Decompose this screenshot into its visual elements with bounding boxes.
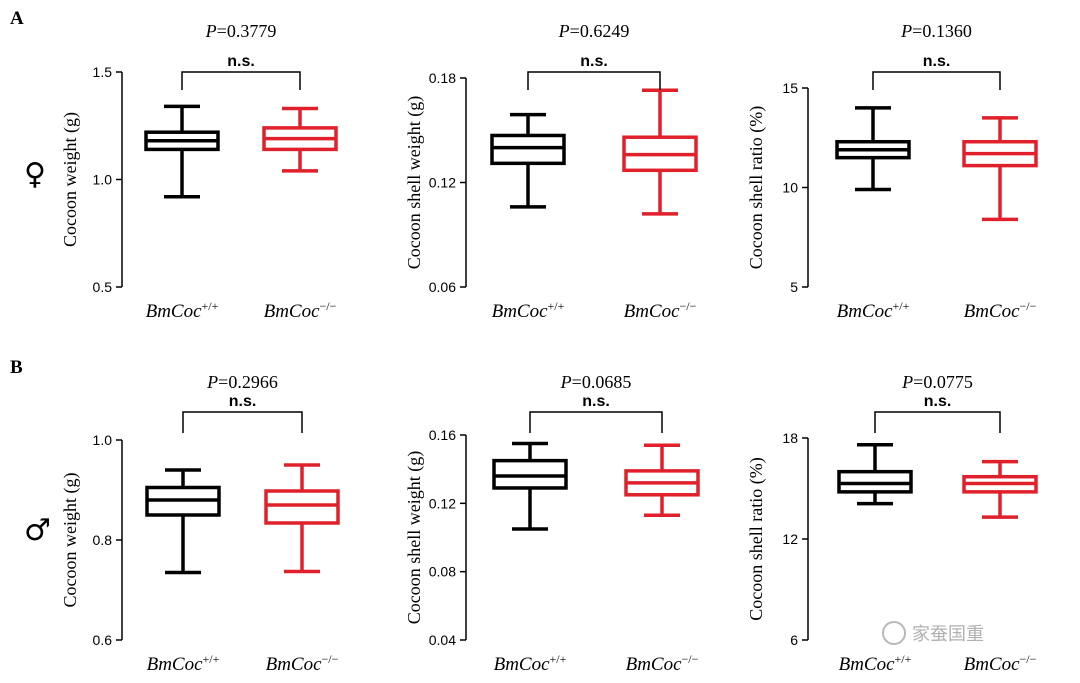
- y-tick-label: 15: [782, 80, 798, 96]
- y-axis-label: Cocoon weight (g): [60, 473, 81, 608]
- y-tick-label: 1.5: [93, 64, 113, 80]
- y-tick-label: 0.12: [429, 495, 456, 511]
- x-category-label: BmCoc+/+: [147, 652, 220, 675]
- male-symbol: ♂: [24, 513, 51, 548]
- x-category-label: BmCoc−/−: [626, 652, 699, 675]
- significance-label: n.s.: [580, 53, 608, 70]
- x-category-label: BmCoc−/−: [266, 652, 339, 675]
- box-wild-type: [145, 468, 221, 575]
- significance-label: n.s.: [923, 53, 951, 70]
- box-knockout: [262, 106, 338, 173]
- watermark: 家蚕国重: [882, 620, 984, 646]
- significance-bracket: [872, 71, 1001, 90]
- significance-bracket: [874, 411, 1001, 433]
- x-category-label: BmCoc+/+: [146, 299, 219, 322]
- significance-bracket: [529, 411, 663, 433]
- chart-3: 5 10 15 Cocoon shell ratio (%) BmCoc+/+ BmCoc…: [746, 21, 1038, 322]
- significance-label: n.s.: [229, 393, 257, 410]
- box-knockout: [622, 88, 698, 216]
- y-tick-label: 0.6: [93, 632, 113, 648]
- box-knockout: [962, 116, 1038, 222]
- box-wild-type: [144, 104, 220, 199]
- p-value: P=0.2966: [206, 372, 278, 392]
- x-category-label: BmCoc+/+: [492, 299, 565, 322]
- significance-label: n.s.: [924, 393, 952, 410]
- chart-4: 0.6 0.8 1.0 Cocoon weight (g) BmCoc+/+ BmCoc−…: [60, 372, 340, 675]
- x-category-label: BmCoc+/+: [837, 299, 910, 322]
- box-wild-type: [837, 442, 913, 506]
- y-tick-label: 1.0: [93, 432, 113, 448]
- y-tick-label: 10: [782, 180, 798, 196]
- box-wild-type: [490, 112, 566, 209]
- y-tick-label: 0.5: [93, 279, 113, 295]
- y-tick-label: 0.12: [429, 175, 456, 191]
- panel-label-a: A: [10, 8, 24, 29]
- box-knockout: [962, 459, 1038, 519]
- x-category-label: BmCoc−/−: [624, 299, 697, 322]
- box-wild-type: [835, 106, 911, 192]
- y-tick-label: 0.06: [429, 279, 456, 295]
- p-value: P=0.6249: [558, 21, 630, 41]
- x-category-label: BmCoc−/−: [964, 652, 1037, 675]
- p-value: P=0.1360: [900, 21, 972, 41]
- chart-1: 0.5 1.0 1.5 Cocoon weight (g) BmCoc+/+ BmCoc−…: [60, 21, 338, 322]
- y-axis-label: Cocoon weight (g): [60, 112, 81, 247]
- y-axis-label: Cocoon shell weight (g): [404, 451, 425, 624]
- y-tick-label: 0.18: [429, 70, 456, 86]
- x-category-label: BmCoc−/−: [964, 299, 1037, 322]
- box-knockout: [624, 443, 700, 518]
- y-tick-label: 12: [782, 531, 798, 547]
- y-tick-label: 18: [782, 430, 798, 446]
- female-symbol: ♀: [24, 157, 46, 192]
- y-axis-label: Cocoon shell ratio (%): [746, 106, 767, 269]
- chart-6: 6 12 18 Cocoon shell ratio (%) BmCoc+/+ BmCoc…: [746, 372, 1038, 675]
- panel-label-b: B: [10, 357, 23, 378]
- box-wild-type: [492, 441, 568, 531]
- y-axis-label: Cocoon shell ratio (%): [746, 457, 767, 620]
- significance-label: n.s.: [227, 53, 255, 70]
- watermark-text: 家蚕国重: [912, 624, 984, 645]
- y-tick-label: 0.08: [429, 564, 456, 580]
- significance-bracket: [181, 71, 301, 90]
- wechat-icon: [882, 621, 906, 645]
- x-category-label: BmCoc−/−: [264, 299, 337, 322]
- significance-bracket: [182, 411, 303, 433]
- y-tick-label: 6: [790, 632, 798, 648]
- y-tick-label: 5: [790, 279, 798, 295]
- significance-label: n.s.: [582, 393, 610, 410]
- y-tick-label: 0.8: [93, 532, 113, 548]
- y-tick-label: 0.04: [429, 632, 456, 648]
- p-value: P=0.3779: [205, 21, 277, 41]
- p-value: P=0.0775: [901, 372, 973, 392]
- p-value: P=0.0685: [560, 372, 632, 392]
- x-category-label: BmCoc+/+: [839, 652, 912, 675]
- iqr-box: [264, 489, 340, 525]
- significance-bracket: [527, 71, 661, 90]
- y-axis-label: Cocoon shell weight (g): [404, 96, 425, 269]
- y-tick-label: 1.0: [93, 172, 113, 188]
- y-tick-label: 0.16: [429, 427, 456, 443]
- x-category-label: BmCoc+/+: [494, 652, 567, 675]
- box-knockout: [264, 463, 340, 574]
